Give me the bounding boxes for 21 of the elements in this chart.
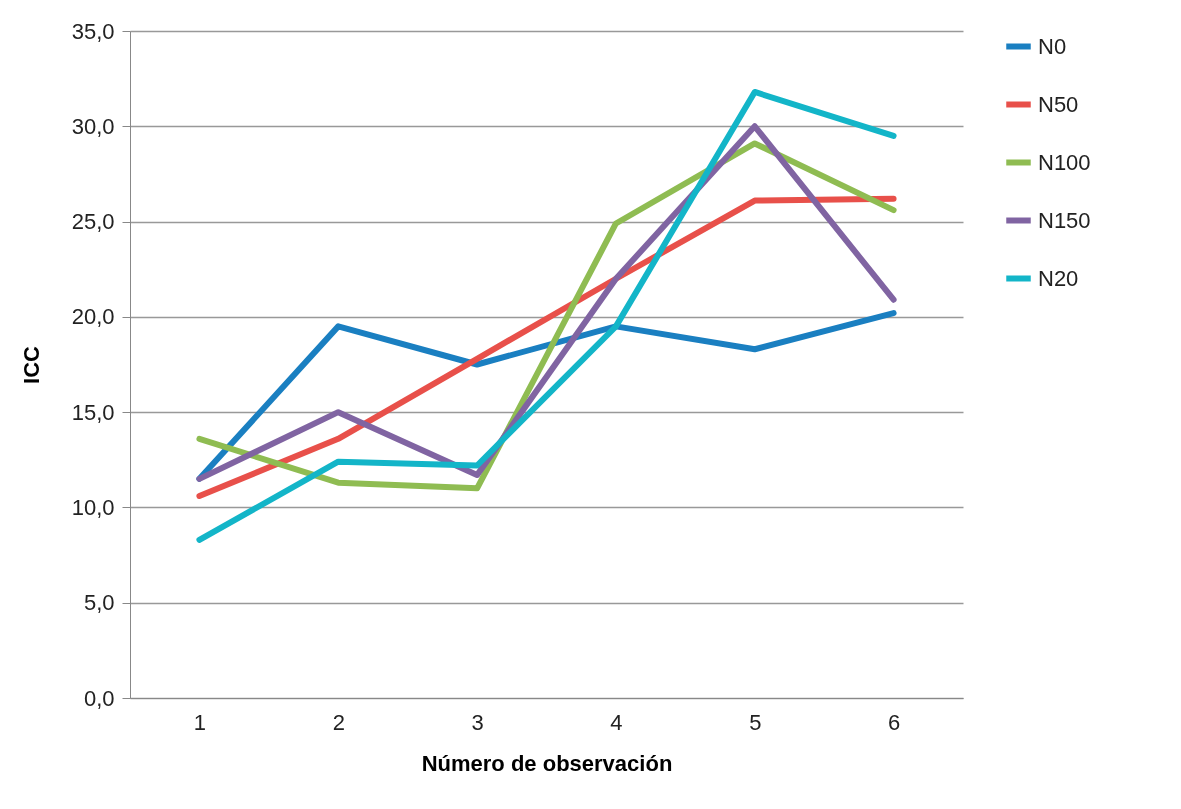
y-tick-label: 25,0 (71, 209, 115, 235)
x-tick-label: 2 (332, 709, 345, 735)
legend-label: N50 (1038, 91, 1079, 117)
x-tick-label: 1 (193, 709, 207, 735)
legend-label: N0 (1038, 33, 1067, 59)
x-axis-title: Número de observación (421, 750, 673, 776)
y-tick-label: 10,0 (71, 494, 115, 520)
y-axis-title: ICC (18, 345, 44, 384)
legend-label: N150 (1038, 207, 1091, 233)
y-tick-label: 35,0 (71, 18, 115, 44)
x-tick-label: 6 (887, 709, 901, 735)
y-tick-label: 5,0 (83, 590, 115, 616)
y-tick-label: 30,0 (71, 113, 115, 139)
y-tick-label: 15,0 (71, 399, 115, 425)
y-tick-label: 0,0 (83, 685, 115, 711)
y-tick-label: 20,0 (71, 304, 115, 330)
legend-label: N100 (1038, 149, 1091, 175)
x-tick-label: 4 (610, 709, 623, 735)
legend-label: N20 (1038, 265, 1079, 291)
x-tick-label: 5 (749, 709, 762, 735)
x-tick-label: 3 (471, 709, 484, 735)
